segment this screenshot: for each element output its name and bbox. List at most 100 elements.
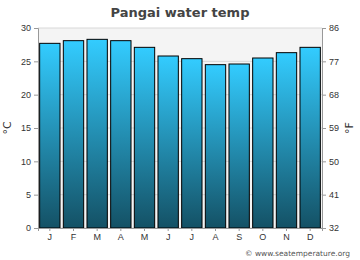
tick: 50 <box>322 157 339 167</box>
bar <box>205 65 225 228</box>
tick-label: 30 <box>21 23 31 33</box>
tick-label: A <box>118 232 124 242</box>
bar <box>87 39 107 228</box>
tick: 15 <box>21 123 38 133</box>
tick-label: N <box>283 232 290 242</box>
tick: D <box>307 228 314 242</box>
tick: 0 <box>26 223 38 233</box>
tick-mark <box>322 195 326 196</box>
annotation: © www.seatemperature.org <box>245 249 350 258</box>
tick-label: 41 <box>329 190 339 200</box>
tick-mark <box>239 228 240 231</box>
tick-label: 86 <box>329 23 339 33</box>
tick: 30 <box>21 23 38 33</box>
tick-label: O <box>259 232 266 242</box>
axis-line <box>323 29 327 229</box>
bar <box>182 59 202 228</box>
tick-mark <box>49 228 50 231</box>
tick: F <box>71 228 77 242</box>
tick: J <box>48 228 53 242</box>
tick-label: 32 <box>329 223 339 233</box>
title: Pangai water temp <box>111 5 250 20</box>
tick-mark <box>34 195 38 196</box>
tick-mark <box>262 228 263 231</box>
bar <box>253 58 273 228</box>
plot-background <box>38 28 322 228</box>
tick: 10 <box>21 157 38 167</box>
tick-mark <box>286 228 287 231</box>
tick-mark <box>34 28 38 29</box>
tick-label: M <box>141 232 149 242</box>
tick-label: 50 <box>329 157 339 167</box>
bar <box>40 43 60 228</box>
tick: 32 <box>322 223 339 233</box>
tick-mark <box>97 228 98 231</box>
tick-label: J <box>48 232 53 242</box>
chart: 0 5 10 15 20 25 30 32 41 50 59 68 77 86 J F M A M J J A S O N D Pa… <box>0 0 360 260</box>
bar <box>111 41 131 228</box>
tick-label: M <box>93 232 101 242</box>
tick-mark <box>215 228 216 231</box>
tick-label: 20 <box>21 90 31 100</box>
tick-mark <box>168 228 169 231</box>
tick-label: S <box>236 232 242 242</box>
tick: 20 <box>21 90 38 100</box>
tick: A <box>212 228 218 242</box>
bar <box>300 47 320 228</box>
bar <box>158 56 178 228</box>
tick-mark <box>322 61 326 62</box>
bars <box>40 39 321 228</box>
y-axis: 0 5 10 15 20 25 30 <box>21 23 39 233</box>
tick-mark <box>34 95 38 96</box>
tick-label: 10 <box>21 157 31 167</box>
tick-mark <box>322 128 326 129</box>
tick-label: F <box>71 232 77 242</box>
tick-mark <box>120 228 121 231</box>
tick: N <box>283 228 290 242</box>
tick-mark <box>34 161 38 162</box>
tick: J <box>190 228 195 242</box>
tick-label: 5 <box>26 190 31 200</box>
y-axis-title: °C <box>1 121 14 135</box>
axis-line <box>39 229 323 232</box>
tick-mark <box>73 228 74 231</box>
tick-label: A <box>212 232 218 242</box>
x-axis: JFMAMJJASOND <box>39 228 323 242</box>
grid <box>38 28 322 228</box>
tick-mark <box>322 95 326 96</box>
y2-axis-title: °F <box>343 122 356 134</box>
tick-mark <box>322 161 326 162</box>
tick: J <box>166 228 171 242</box>
tick: 59 <box>322 123 339 133</box>
tick: O <box>259 228 266 242</box>
tick-label: D <box>307 232 314 242</box>
y2-axis: 32 41 50 59 68 77 86 <box>322 23 339 233</box>
tick: 5 <box>26 190 38 200</box>
tick-label: 59 <box>329 123 339 133</box>
bar <box>134 47 154 228</box>
tick-label: 77 <box>329 57 339 67</box>
tick-label: J <box>166 232 171 242</box>
tick-mark <box>34 128 38 129</box>
tick: 68 <box>322 90 339 100</box>
tick-mark <box>34 228 38 229</box>
tick: 86 <box>322 23 339 33</box>
tick-mark <box>144 228 145 231</box>
tick: 25 <box>21 57 38 67</box>
tick: M <box>141 228 149 242</box>
tick: 41 <box>322 190 339 200</box>
tick: S <box>236 228 242 242</box>
axis-line <box>34 29 39 229</box>
tick-label: 0 <box>26 223 31 233</box>
bar <box>63 41 83 228</box>
tick-label: 25 <box>21 57 31 67</box>
tick-mark <box>310 228 311 231</box>
tick-label: 68 <box>329 90 339 100</box>
tick: 77 <box>322 57 339 67</box>
tick: M <box>93 228 101 242</box>
bar <box>229 64 249 228</box>
tick-mark <box>191 228 192 231</box>
grid-line <box>38 28 322 29</box>
tick-label: J <box>190 232 195 242</box>
tick: A <box>118 228 124 242</box>
